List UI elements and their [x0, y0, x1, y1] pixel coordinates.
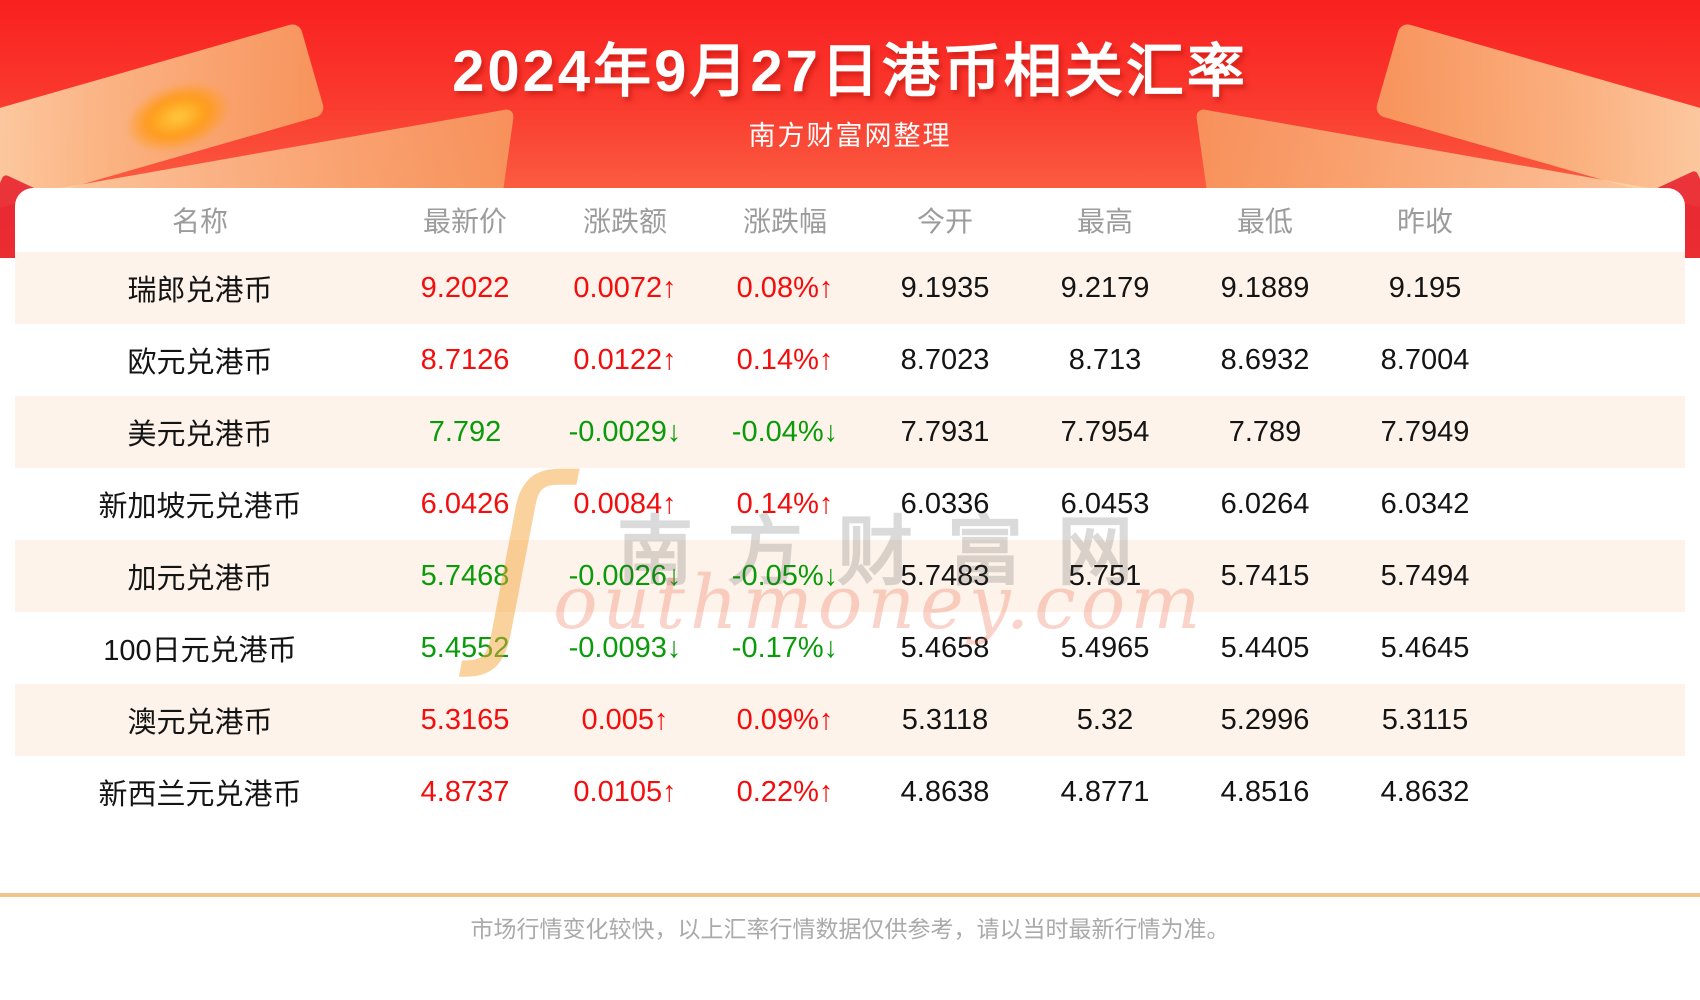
cell-latest-price: 4.8737: [420, 775, 510, 808]
cell-change-percent: 0.22%↑: [736, 775, 834, 808]
cell-low: 5.4405: [1220, 631, 1310, 664]
rates-table: 名称 最新价 涨跌额 涨跌幅 今开 最高 最低 昨收 瑞郎兑港币 9.2022 …: [15, 188, 1685, 895]
cell-high: 5.4965: [1060, 631, 1150, 664]
cell-prev-close: 7.7949: [1380, 415, 1470, 448]
cell-open: 7.7931: [900, 415, 990, 448]
table-row: 美元兑港币 7.792 -0.0029↓ -0.04%↓ 7.7931 7.79…: [15, 396, 1685, 468]
cell-change-amount: 0.005↑: [581, 703, 669, 736]
footer-divider: [0, 893, 1700, 897]
table-header-row: 名称 最新价 涨跌额 涨跌幅 今开 最高 最低 昨收: [15, 188, 1685, 252]
cell-name: 新加坡元兑港币: [98, 491, 302, 523]
col-header-change-amount: 涨跌额: [582, 206, 667, 237]
cell-low: 8.6932: [1220, 343, 1310, 376]
cell-change-amount: 0.0105↑: [573, 775, 677, 808]
cell-low: 4.8516: [1220, 775, 1310, 808]
cell-low: 9.1889: [1220, 271, 1310, 304]
table-row: 澳元兑港币 5.3165 0.005↑ 0.09%↑ 5.3118 5.32 5…: [15, 684, 1685, 756]
page-subtitle: 南方财富网整理: [748, 121, 952, 151]
cell-change-amount: -0.0093↓: [568, 631, 682, 664]
col-header-change-percent: 涨跌幅: [742, 206, 827, 237]
cell-change-amount: 0.0072↑: [573, 271, 677, 304]
cell-open: 4.8638: [900, 775, 990, 808]
cell-change-percent: 0.09%↑: [736, 703, 834, 736]
table-row: 新加坡元兑港币 6.0426 0.0084↑ 0.14%↑ 6.0336 6.0…: [15, 468, 1685, 540]
cell-low: 7.789: [1228, 415, 1302, 448]
cell-open: 5.7483: [900, 559, 990, 592]
cell-change-amount: 0.0122↑: [573, 343, 677, 376]
cell-prev-close: 6.0342: [1380, 487, 1470, 520]
table-row: 新西兰元兑港币 4.8737 0.0105↑ 0.22%↑ 4.8638 4.8…: [15, 756, 1685, 828]
col-header-prev-close: 昨收: [1396, 206, 1453, 237]
cell-high: 5.32: [1076, 703, 1134, 736]
cell-prev-close: 8.7004: [1380, 343, 1470, 376]
cell-change-percent: -0.05%↓: [731, 559, 839, 592]
cell-change-percent: 0.14%↑: [736, 487, 834, 520]
cell-latest-price: 7.792: [428, 415, 502, 448]
cell-low: 6.0264: [1220, 487, 1310, 520]
col-header-name: 名称: [171, 206, 228, 237]
table-row: 瑞郎兑港币 9.2022 0.0072↑ 0.08%↑ 9.1935 9.217…: [15, 252, 1685, 324]
cell-name: 新西兰元兑港币: [98, 779, 302, 811]
cell-latest-price: 5.7468: [420, 559, 510, 592]
footer-disclaimer: 市场行情变化较快，以上汇率行情数据仅供参考，请以当时最新行情为准。: [470, 916, 1230, 942]
cell-latest-price: 5.4552: [420, 631, 510, 664]
col-header-open: 今开: [916, 206, 973, 237]
cell-latest-price: 8.7126: [420, 343, 510, 376]
cell-open: 6.0336: [900, 487, 990, 520]
cell-open: 9.1935: [900, 271, 990, 304]
cell-high: 4.8771: [1060, 775, 1150, 808]
cell-change-percent: -0.17%↓: [731, 631, 839, 664]
table-body: 瑞郎兑港币 9.2022 0.0072↑ 0.08%↑ 9.1935 9.217…: [15, 252, 1685, 828]
cell-change-amount: -0.0026↓: [568, 559, 682, 592]
cell-name: 加元兑港币: [127, 563, 273, 595]
cell-low: 5.2996: [1220, 703, 1310, 736]
cell-high: 9.2179: [1060, 271, 1150, 304]
cell-prev-close: 5.3115: [1381, 703, 1469, 736]
cell-prev-close: 9.195: [1388, 271, 1462, 304]
cell-name: 美元兑港币: [127, 419, 273, 451]
cell-latest-price: 6.0426: [420, 487, 510, 520]
cell-open: 8.7023: [900, 343, 990, 376]
col-header-high: 最高: [1076, 206, 1133, 237]
cell-latest-price: 9.2022: [420, 271, 510, 304]
col-header-latest-price: 最新价: [422, 206, 507, 237]
cell-change-percent: 0.14%↑: [736, 343, 834, 376]
table-row: 欧元兑港币 8.7126 0.0122↑ 0.14%↑ 8.7023 8.713…: [15, 324, 1685, 396]
cell-high: 5.751: [1068, 559, 1142, 592]
cell-latest-price: 5.3165: [420, 703, 510, 736]
table-row: 100日元兑港币 5.4552 -0.0093↓ -0.17%↓ 5.4658 …: [15, 612, 1685, 684]
cell-name: 欧元兑港币: [127, 347, 273, 379]
cell-prev-close: 4.8632: [1380, 775, 1470, 808]
cell-prev-close: 5.4645: [1380, 631, 1470, 664]
cell-prev-close: 5.7494: [1380, 559, 1470, 592]
cell-change-percent: -0.04%↓: [731, 415, 839, 448]
cell-name: 瑞郎兑港币: [127, 275, 273, 307]
table-row: 加元兑港币 5.7468 -0.0026↓ -0.05%↓ 5.7483 5.7…: [15, 540, 1685, 612]
cell-open: 5.3118: [901, 703, 989, 736]
cell-name: 澳元兑港币: [127, 707, 273, 739]
cell-high: 6.0453: [1060, 487, 1150, 520]
cell-high: 8.713: [1068, 343, 1142, 376]
cell-high: 7.7954: [1060, 415, 1150, 448]
cell-name: 100日元兑港币: [103, 635, 297, 667]
cell-low: 5.7415: [1220, 559, 1310, 592]
cell-open: 5.4658: [900, 631, 990, 664]
cell-change-amount: -0.0029↓: [568, 415, 682, 448]
cell-change-amount: 0.0084↑: [573, 487, 677, 520]
col-header-low: 最低: [1236, 206, 1293, 237]
page-title: 2024年9月27日港币相关汇率: [452, 39, 1248, 104]
cell-change-percent: 0.08%↑: [736, 271, 834, 304]
